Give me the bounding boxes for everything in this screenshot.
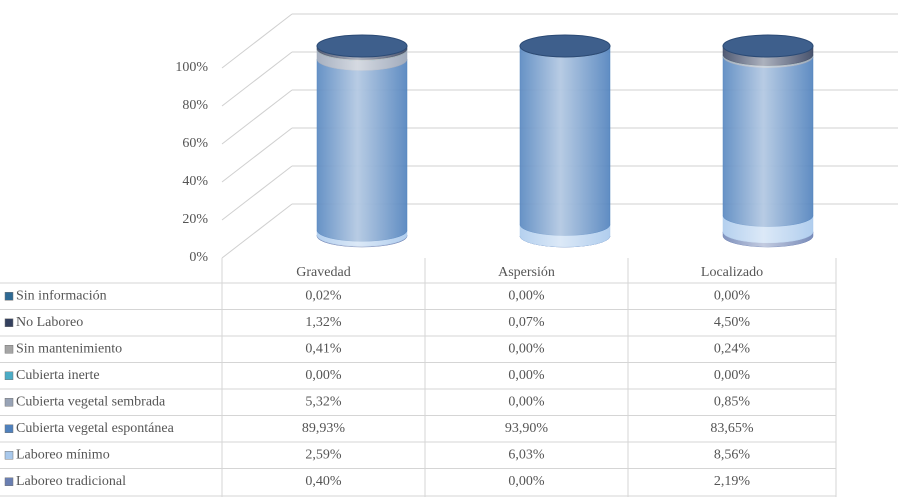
x-tick-label: Gravedad	[296, 265, 350, 280]
legend-label: Sin información	[16, 288, 107, 303]
legend-key	[4, 371, 14, 380]
data-label: 2,19%	[714, 474, 751, 489]
data-label: 0,00%	[714, 368, 751, 383]
data-label: 0,00%	[508, 368, 545, 383]
grid-line	[221, 13, 293, 69]
legend-label: Cubierta vegetal sembrada	[16, 394, 166, 409]
data-label: 2,59%	[305, 447, 342, 462]
legend-label: Cubierta vegetal espontánea	[16, 421, 175, 436]
legend-key	[4, 345, 14, 354]
data-label: 8,56%	[714, 447, 751, 462]
data-label: 0,00%	[508, 288, 545, 303]
data-label: 0,00%	[508, 341, 545, 356]
legend-label: Cubierta inerte	[16, 368, 100, 383]
data-label: 6,03%	[508, 447, 545, 462]
cylinder-top	[722, 34, 814, 58]
legend-label: Sin mantenimiento	[16, 341, 122, 356]
cylinder-shine	[317, 46, 407, 248]
legend-key	[4, 424, 14, 433]
legend-key	[4, 451, 14, 460]
data-label: 0,02%	[305, 288, 342, 303]
legend-key	[4, 318, 14, 327]
data-label: 0,00%	[508, 474, 545, 489]
data-label: 5,32%	[305, 394, 342, 409]
cylinder-top	[519, 34, 611, 58]
legend-label: Laboreo tradicional	[16, 474, 126, 489]
data-label: 0,00%	[714, 288, 751, 303]
cylinder-top	[316, 34, 408, 58]
data-label: 0,24%	[714, 341, 751, 356]
legend-key	[4, 398, 14, 407]
data-label: 0,00%	[305, 368, 342, 383]
data-label: 0,41%	[305, 341, 342, 356]
grid-line	[221, 51, 293, 107]
grid-line	[221, 165, 293, 221]
legend-label: Laboreo mínimo	[16, 447, 110, 462]
legend-key	[4, 477, 14, 486]
data-label: 93,90%	[505, 421, 549, 436]
cylinder-shine	[723, 46, 813, 248]
data-label: 0,85%	[714, 394, 751, 409]
data-label: 83,65%	[710, 421, 754, 436]
y-tick-label: 100%	[175, 60, 208, 75]
y-tick-label: 40%	[182, 174, 208, 189]
data-label: 1,32%	[305, 315, 342, 330]
grid-line	[221, 89, 293, 145]
legend-label: No Laboreo	[16, 315, 83, 330]
data-label: 0,40%	[305, 474, 342, 489]
grid-line	[221, 203, 293, 259]
cylinder-shine	[520, 46, 610, 247]
x-tick-label: Aspersión	[498, 265, 555, 280]
y-tick-label: 60%	[182, 136, 208, 151]
data-label: 4,50%	[714, 315, 751, 330]
data-label: 89,93%	[302, 421, 346, 436]
y-tick-label: 20%	[182, 212, 208, 227]
data-label: 0,07%	[508, 315, 545, 330]
legend-key	[4, 292, 14, 301]
x-tick-label: Localizado	[701, 265, 763, 280]
grid-line	[221, 127, 293, 183]
y-tick-label: 80%	[182, 98, 208, 113]
data-label: 0,00%	[508, 394, 545, 409]
y-tick-label: 0%	[189, 250, 208, 265]
